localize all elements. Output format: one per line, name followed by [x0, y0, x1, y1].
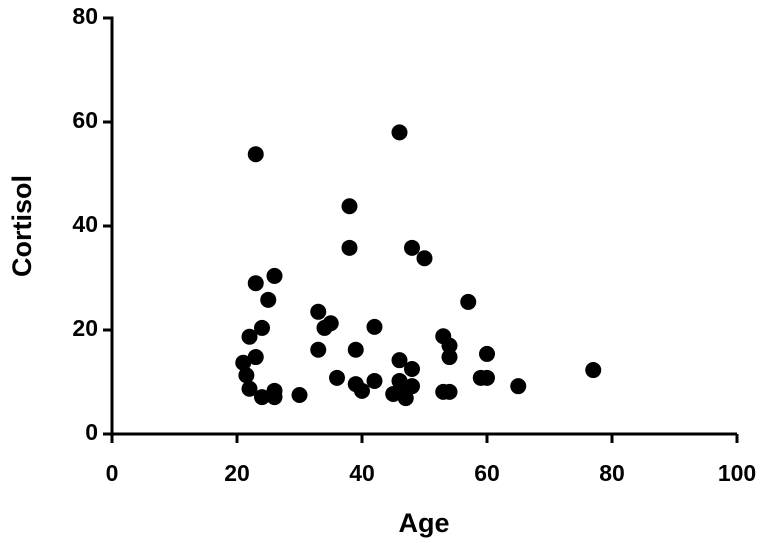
x-tick-label: 20 [224, 460, 250, 486]
point [585, 362, 602, 379]
point [254, 319, 270, 336]
x-tick-label: 100 [718, 460, 756, 486]
point [247, 146, 264, 163]
point [241, 380, 258, 397]
y-tick-label: 20 [72, 315, 98, 341]
point [341, 239, 358, 256]
point [366, 372, 383, 389]
point [391, 124, 408, 141]
point [310, 341, 327, 358]
point [329, 369, 345, 386]
point [441, 383, 458, 400]
point [416, 250, 433, 267]
x-tick-label: 80 [599, 460, 625, 486]
point [266, 267, 283, 284]
y-tick-label: 0 [85, 419, 98, 445]
point [341, 198, 358, 215]
x-axis-title: Age [398, 508, 449, 538]
point [510, 378, 527, 395]
point [391, 352, 408, 369]
x-tick-label: 0 [106, 460, 119, 486]
point [241, 328, 258, 345]
point [354, 382, 370, 399]
point [260, 291, 277, 308]
point [238, 367, 255, 384]
point [460, 293, 477, 310]
point [397, 390, 414, 407]
point [247, 349, 264, 366]
point [235, 354, 252, 371]
point [479, 345, 495, 362]
point [316, 319, 333, 336]
point [404, 361, 420, 377]
point [441, 337, 458, 354]
point [479, 369, 495, 386]
y-tick-label: 80 [72, 3, 98, 29]
point [254, 389, 270, 406]
point [247, 275, 264, 292]
point [385, 385, 402, 402]
point [266, 389, 283, 406]
y-tick-label: 60 [72, 107, 98, 133]
point [441, 349, 458, 366]
y-axis-title: Cortisol [7, 175, 37, 277]
x-tick-label: 60 [474, 460, 500, 486]
point [347, 341, 364, 358]
y-tick-label: 40 [72, 211, 98, 237]
x-tick-label: 40 [349, 460, 375, 486]
point [291, 387, 308, 403]
point [366, 318, 383, 335]
point [404, 239, 420, 256]
point [310, 303, 327, 320]
